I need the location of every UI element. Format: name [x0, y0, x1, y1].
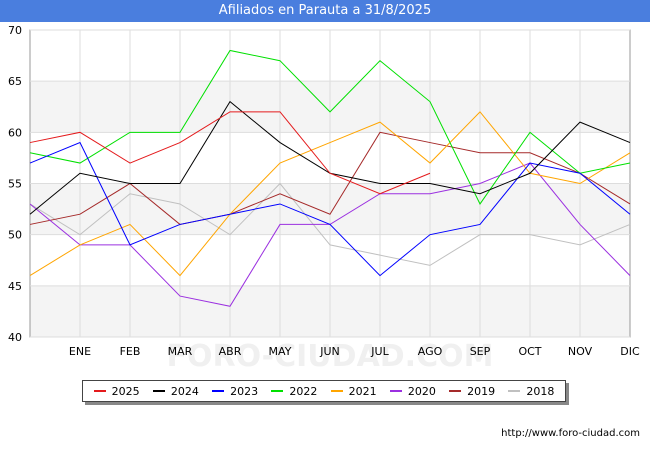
- series-line-2023: [29, 141, 631, 277]
- x-tick-label: MAR: [168, 345, 193, 358]
- x-tick-label: JUL: [370, 345, 389, 358]
- legend-label: 2019: [467, 384, 496, 398]
- y-tick-label: 70: [8, 24, 22, 37]
- legend-label: 2018: [526, 384, 555, 398]
- legend-label: 2025: [111, 384, 140, 398]
- x-tick-label: ENE: [69, 345, 91, 358]
- y-tick-label: 60: [8, 126, 22, 139]
- legend-item-2020: 2020: [389, 384, 436, 398]
- x-tick-label: SEP: [470, 345, 491, 358]
- legend-label: 2020: [407, 384, 436, 398]
- x-tick-label: MAY: [269, 345, 292, 358]
- chart-title: Afiliados en Parauta a 31/8/2025: [0, 0, 650, 22]
- watermark: FORO-CIUDAD.COM: [167, 339, 494, 374]
- legend: 2025 2024 2023 2022 2021 2020 2019 2018: [82, 380, 566, 402]
- series-line-2025: [29, 111, 431, 195]
- legend-item-2025: 2025: [93, 384, 140, 398]
- x-tick-label: NOV: [568, 345, 593, 358]
- legend-label: 2024: [170, 384, 199, 398]
- legend-swatch: [508, 390, 521, 392]
- y-axis-ticks: 40 45 50 55 60 65 70: [8, 24, 22, 344]
- legend-swatch: [389, 390, 402, 392]
- y-tick-label: 55: [8, 178, 22, 191]
- legend-swatch: [449, 390, 462, 392]
- legend-item-2021: 2021: [330, 384, 377, 398]
- x-tick-label: DIC: [620, 345, 640, 358]
- legend-item-2024: 2024: [152, 384, 199, 398]
- legend-swatch: [212, 390, 225, 392]
- series-lines: [29, 49, 631, 307]
- legend-label: 2022: [289, 384, 318, 398]
- legend-swatch: [93, 390, 106, 392]
- legend-item-2018: 2018: [508, 385, 554, 398]
- legend-item-2019: 2019: [449, 385, 495, 398]
- x-tick-label: AGO: [418, 345, 443, 358]
- x-tick-label: FEB: [120, 345, 141, 358]
- y-tick-label: 65: [8, 75, 22, 88]
- legend-label: 2023: [230, 384, 259, 398]
- x-axis-ticks: ENE FEB MAR ABR MAY JUN JUL AGO SEP OCT NOV DIC: [69, 345, 640, 358]
- source-url[interactable]: http://www.foro-ciudad.com: [501, 428, 640, 439]
- y-tick-label: 40: [8, 331, 22, 344]
- series-line-2018: [29, 182, 631, 266]
- legend-label: 2021: [348, 384, 377, 398]
- series-line-2022: [29, 49, 631, 205]
- legend-item-2022: 2022: [271, 385, 317, 398]
- y-tick-label: 45: [8, 280, 22, 293]
- legend-swatch: [271, 390, 284, 392]
- legend-item-2023: 2023: [212, 385, 258, 398]
- legend-swatch: [330, 390, 343, 392]
- y-tick-label: 50: [8, 229, 22, 242]
- x-tick-label: ABR: [219, 345, 242, 358]
- x-tick-label: OCT: [518, 345, 541, 358]
- legend-swatch: [152, 390, 165, 392]
- x-tick-label: JUN: [319, 345, 340, 358]
